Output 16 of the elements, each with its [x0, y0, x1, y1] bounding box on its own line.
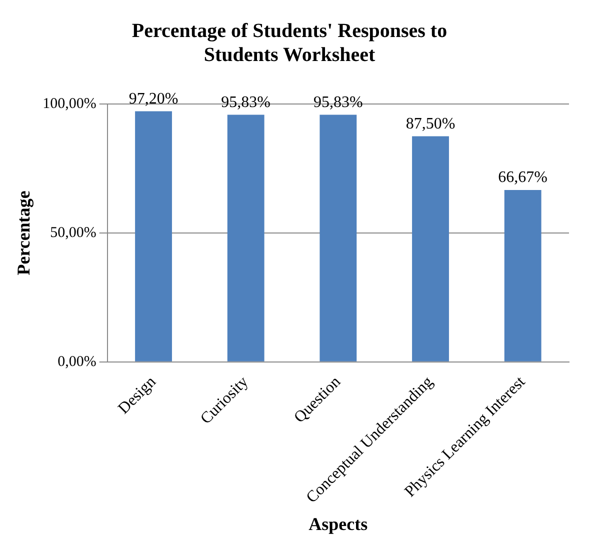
y-tick-label: 50,00% — [50, 224, 96, 241]
data-label: 66,67% — [498, 169, 548, 186]
bar — [504, 190, 542, 362]
data-label: 87,50% — [406, 115, 456, 132]
data-label: 95,83% — [221, 94, 271, 111]
data-label: 97,20% — [128, 90, 178, 108]
bar — [135, 111, 172, 362]
y-tick-label: 100,00% — [42, 96, 96, 112]
y-tick-label: 0,00% — [58, 354, 96, 370]
data-label: 95,83% — [314, 94, 363, 111]
x-axis-title: Aspects — [308, 514, 368, 534]
bar — [412, 136, 449, 362]
bar — [227, 114, 264, 362]
chart-title: Percentage of Students' Responses to Students Worksheet — [132, 20, 448, 66]
bar — [320, 114, 357, 362]
y-axis-title: Percentage — [13, 190, 34, 276]
